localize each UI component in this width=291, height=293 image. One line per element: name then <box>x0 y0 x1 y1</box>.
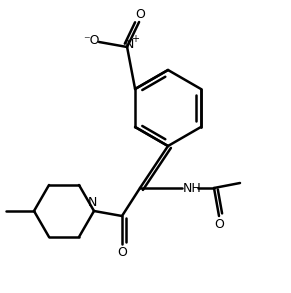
Text: +: + <box>131 34 139 44</box>
Text: O: O <box>214 219 224 231</box>
Text: O: O <box>135 8 145 21</box>
Text: N: N <box>87 197 97 209</box>
Text: NH: NH <box>183 181 201 195</box>
Text: ⁻O: ⁻O <box>83 33 99 47</box>
Text: O: O <box>117 246 127 260</box>
Text: N: N <box>125 38 134 50</box>
